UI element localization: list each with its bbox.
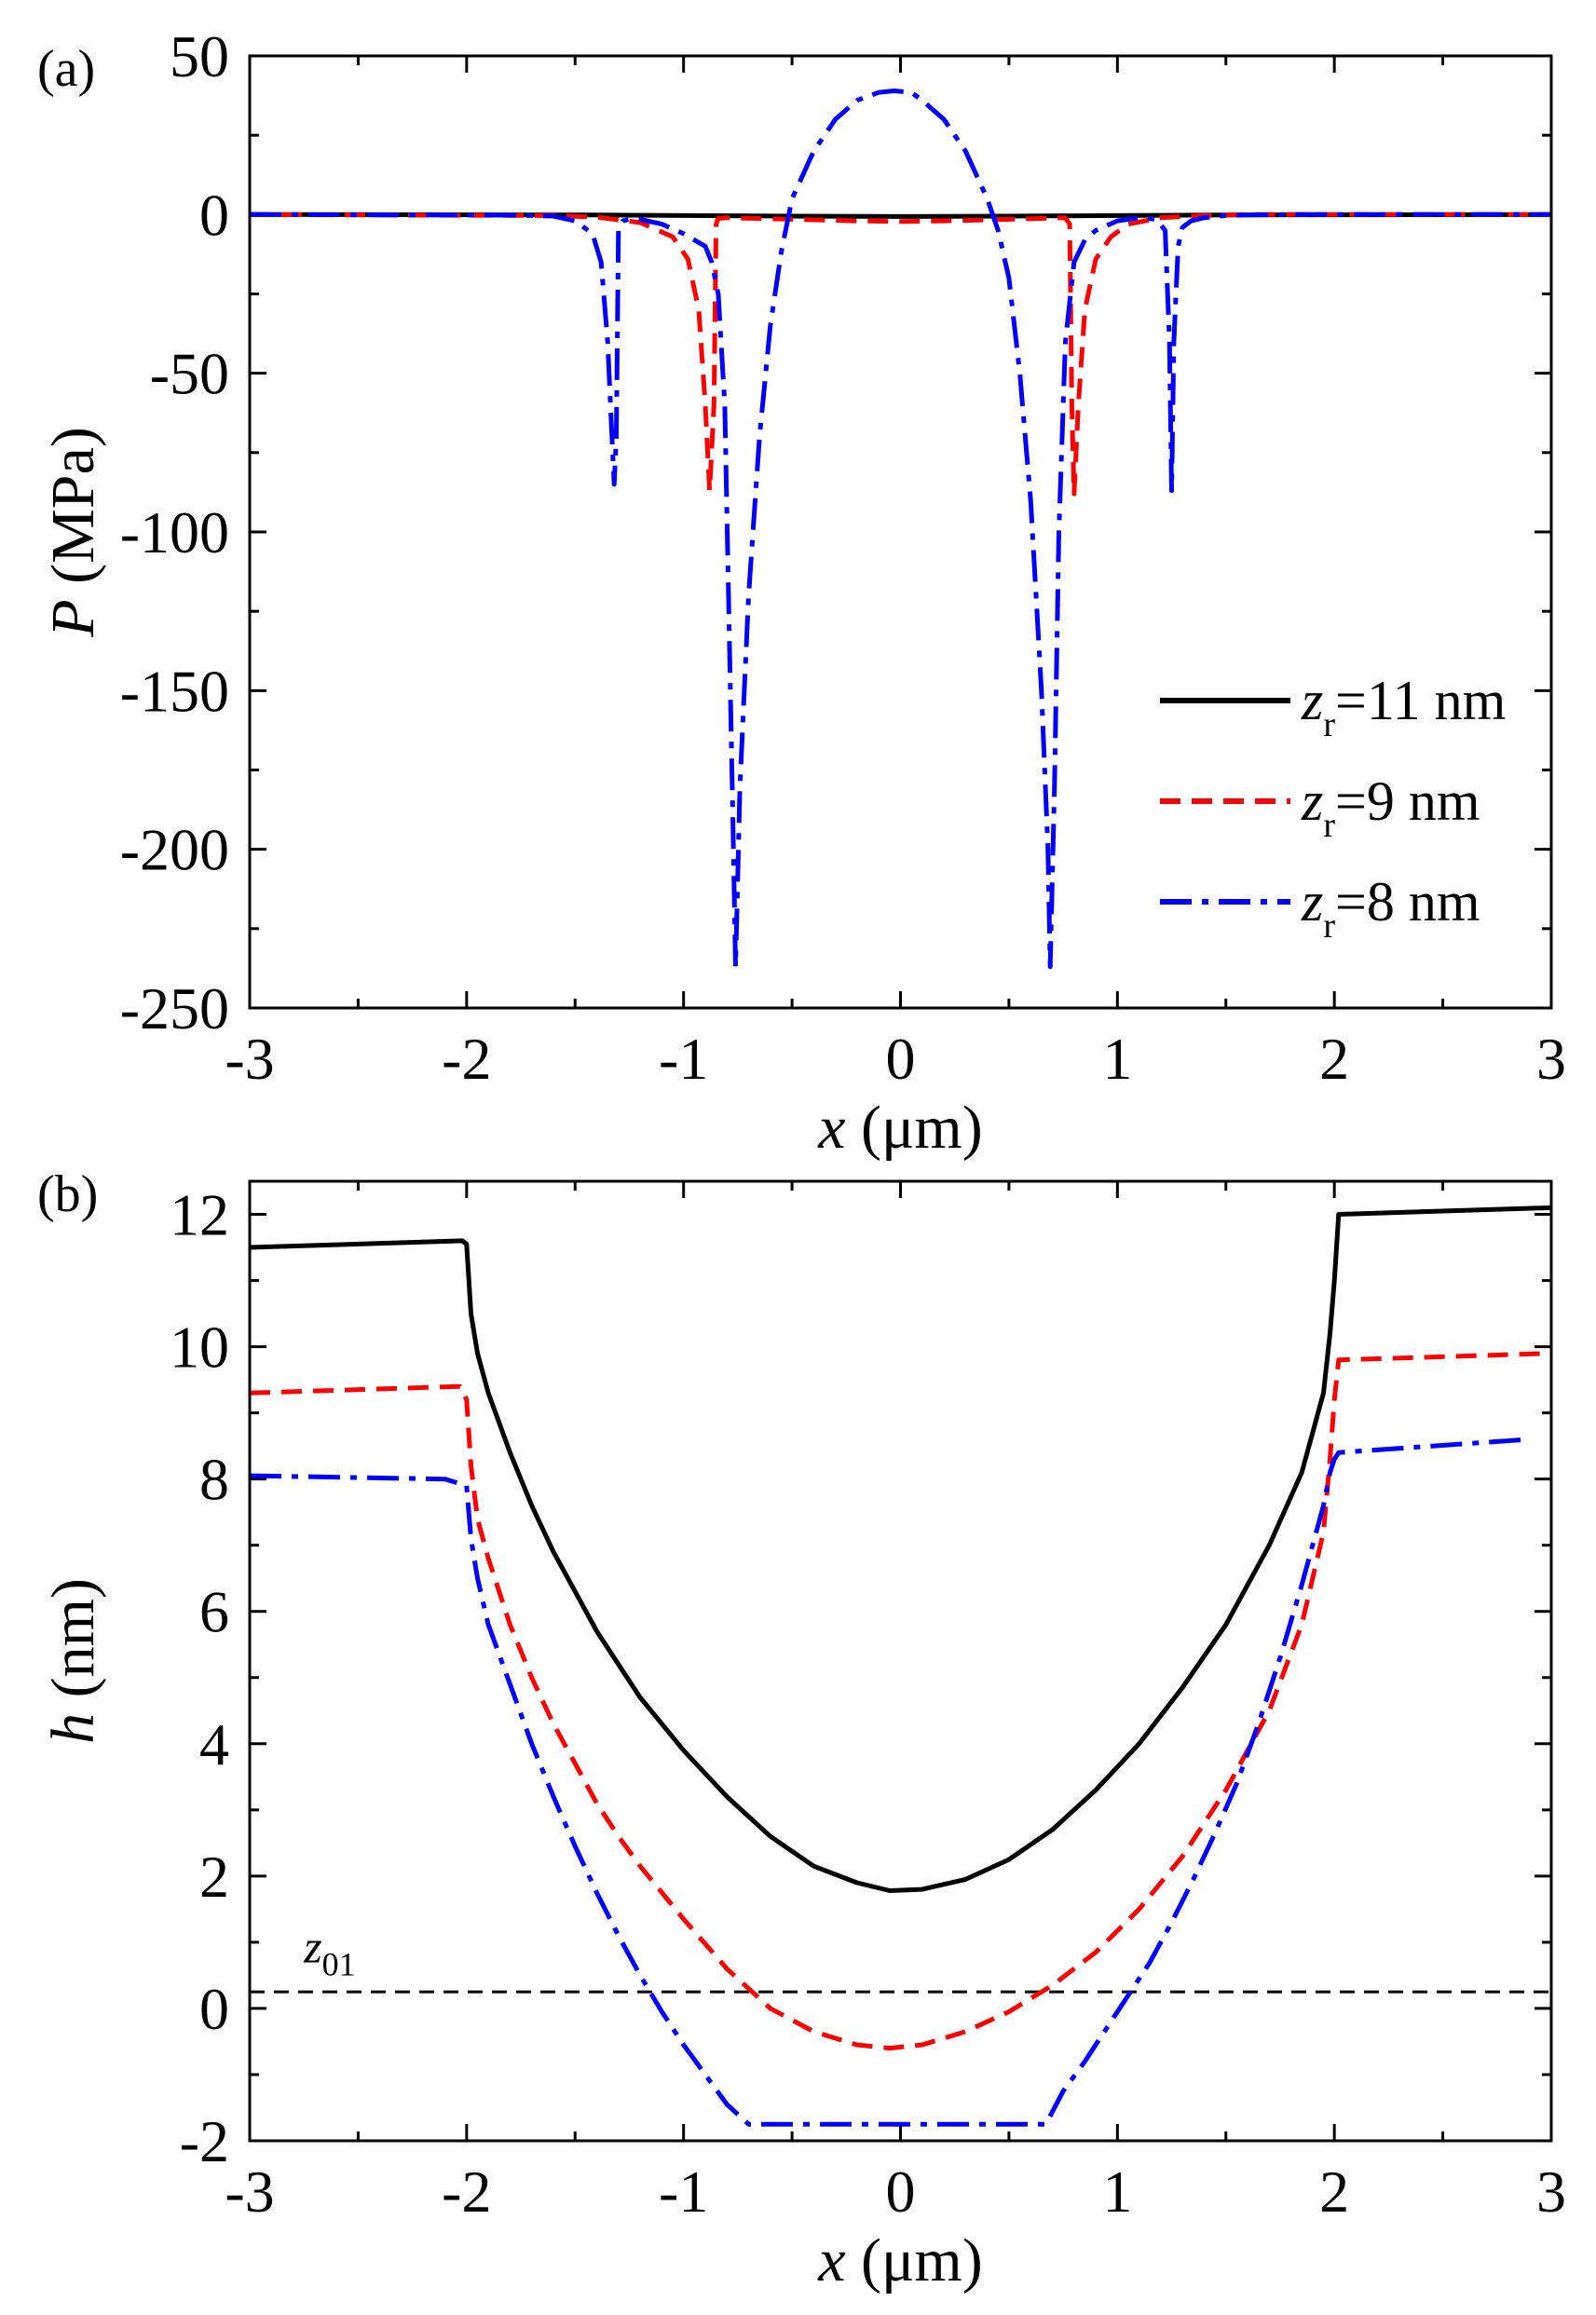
- series-line-1: [250, 1205, 1551, 1893]
- x-tick-label: -3: [225, 1026, 274, 1092]
- y-tick-label: 6: [199, 1579, 229, 1645]
- legend: zr=11 nm zr=9 nm zr=8 nm: [1160, 670, 1506, 946]
- legend-label-3: zr=8 nm: [1301, 871, 1480, 946]
- legend-label-1: zr=11 nm: [1301, 670, 1506, 744]
- y-tick-label: 50: [170, 23, 229, 89]
- y-tick-label: -200: [120, 817, 229, 883]
- series-line-1: [250, 211, 1551, 219]
- annotation-z01: z01: [303, 1921, 355, 1983]
- x-axis-title: x (μm): [817, 2226, 982, 2295]
- y-tick-label: -2: [180, 2108, 229, 2174]
- y-tick-label: 10: [170, 1314, 229, 1381]
- y-axis-title: P (MPa): [39, 427, 107, 637]
- y-tick-label: -50: [150, 341, 229, 407]
- x-tick-label: 3: [1536, 1026, 1566, 1092]
- x-axis-title: x (μm): [817, 1094, 982, 1162]
- y-tick-label: -250: [120, 975, 229, 1042]
- y-tick-label: 12: [170, 1182, 229, 1248]
- x-tick-label: 0: [886, 2158, 916, 2225]
- x-tick-label: 1: [1102, 1026, 1132, 1092]
- series-line-2: [250, 211, 1551, 497]
- y-tick-label: 4: [199, 1711, 229, 1777]
- legend-label-2: zr=9 nm: [1301, 770, 1480, 845]
- x-tick-label: -1: [659, 2158, 708, 2225]
- panel-label: (a): [37, 40, 95, 98]
- x-tick-label: 1: [1102, 2158, 1132, 2225]
- panel-a: (a) -3 -2 -1 0 1 2 3 50 0 -50 -100 -150 -200 -250 x (μm…: [37, 23, 1566, 1162]
- x-tick-label: 2: [1319, 2158, 1349, 2225]
- y-tick-label: 0: [199, 182, 229, 248]
- y-tick-label: 0: [199, 1976, 229, 2042]
- x-tick-label: -3: [225, 2158, 274, 2225]
- y-tick-label: -100: [120, 499, 229, 565]
- plot-frame: [248, 54, 1553, 1010]
- y-axis-title: h (nm): [39, 1578, 107, 1744]
- y-tick-label: 2: [199, 1844, 229, 1910]
- panel-label: (b): [37, 1165, 98, 1223]
- x-tick-label: -2: [442, 2158, 491, 2225]
- x-tick-label: 0: [886, 1026, 916, 1092]
- y-tick-label: -150: [120, 658, 229, 724]
- x-tick-label: -1: [659, 1026, 708, 1092]
- plot-frame: [248, 1179, 1553, 2143]
- series-line-3: [250, 89, 1551, 970]
- series-line-3: [250, 1437, 1530, 2127]
- x-tick-label: 2: [1319, 1026, 1349, 1092]
- x-tick-label: 3: [1536, 2158, 1566, 2225]
- series-line-2: [250, 1351, 1551, 2051]
- y-tick-label: 8: [199, 1447, 229, 1513]
- x-tick-label: -2: [442, 1026, 491, 1092]
